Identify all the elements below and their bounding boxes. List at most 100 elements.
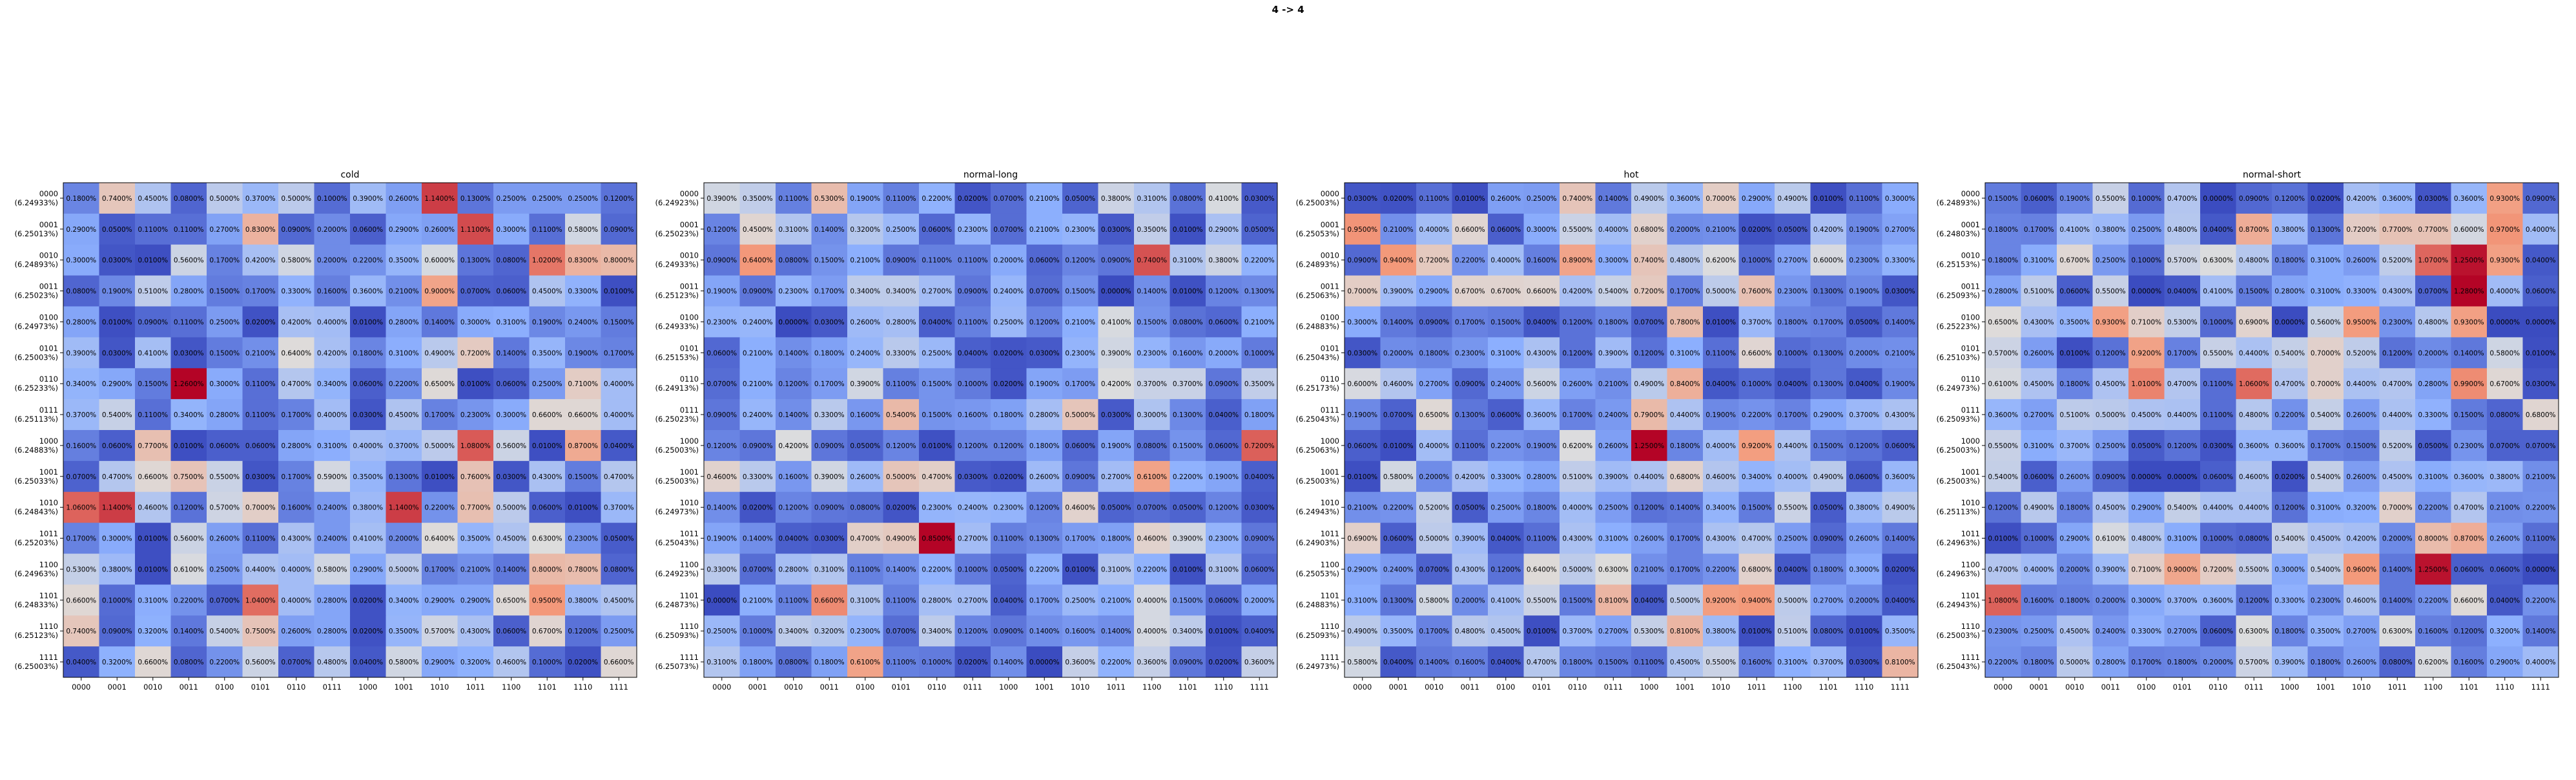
heatmap-cell [847, 460, 883, 493]
heatmap-cell [99, 584, 136, 616]
heatmap-cell [704, 306, 740, 338]
cell-value-label: 0.3700% [1562, 628, 1592, 635]
cell-value-label: 0.0900% [1419, 318, 1449, 326]
heatmap-cell [1703, 368, 1739, 400]
cell-value-label: 0.0600% [209, 442, 240, 450]
cell-value-label: 0.7200% [2203, 566, 2233, 573]
cell-value-label: 0.0400% [1244, 628, 1275, 635]
heatmap-cell [1595, 460, 1632, 493]
cell-value-label: 0.3100% [2167, 535, 2198, 543]
cell-value-label: 0.3800% [568, 597, 598, 604]
cell-value-label: 0.4900% [424, 349, 455, 357]
cell-value-label: 0.6400% [1527, 566, 1557, 573]
heatmap-cell [1595, 430, 1632, 462]
cell-value-label: 0.2000% [2096, 597, 2126, 604]
heatmap-cell [1380, 244, 1417, 276]
heatmap-cell [704, 584, 740, 616]
heatmap-cell [350, 244, 386, 276]
y-tick-label: 0011 [680, 282, 699, 291]
heatmap-cell [991, 306, 1027, 338]
x-tick-label: 0110 [1568, 682, 1587, 692]
heatmap-cell [278, 244, 314, 276]
heatmap-cell [811, 368, 848, 400]
cell-value-label: 0.4600% [138, 504, 168, 512]
y-tick-label: 0100 [1961, 313, 1980, 322]
cell-value-label: 0.0400% [353, 659, 383, 666]
heatmap-cell [1738, 399, 1775, 431]
cell-value-label: 0.2200% [922, 566, 952, 573]
heatmap-cell [63, 399, 99, 431]
cell-value-label: 0.4400% [2239, 504, 2269, 512]
cell-value-label: 0.5600% [174, 535, 204, 543]
heatmap-cell [847, 522, 883, 554]
heatmap-cell [1882, 337, 1919, 369]
cell-value-label: 0.1500% [2239, 288, 2269, 296]
cell-value-label: 0.2500% [2096, 442, 2126, 450]
cell-value-label: 0.3600% [1065, 659, 1095, 666]
cell-value-label: 0.3300% [2346, 288, 2376, 296]
cell-value-label: 0.2300% [2311, 597, 2341, 604]
cell-value-label: 0.3600% [2274, 442, 2305, 450]
cell-value-label: 0.6100% [1137, 473, 1167, 481]
cell-value-label: 0.2700% [922, 288, 952, 296]
cell-value-label: 0.1200% [778, 380, 809, 388]
cell-value-label: 0.0600% [496, 380, 526, 388]
heatmap-cell [278, 399, 314, 431]
cell-value-label: 0.0600% [706, 349, 737, 357]
cell-value-label: 0.5000% [1419, 535, 1449, 543]
heatmap-cell [991, 430, 1027, 462]
cell-value-label: 0.3100% [317, 442, 347, 450]
heatmap-cell [1631, 275, 1667, 307]
cell-value-label: 0.5100% [1777, 628, 1808, 635]
heatmap-cell [739, 522, 776, 554]
cell-value-label: 0.3600% [2203, 597, 2233, 604]
cell-value-label: 0.4200% [2346, 195, 2376, 203]
cell-value-label: 0.3900% [1383, 288, 1414, 296]
heatmap-cell [529, 615, 566, 647]
cell-value-label: 0.0900% [2239, 195, 2269, 203]
heatmap-cell [991, 615, 1027, 647]
cell-value-label: 0.0200% [993, 349, 1024, 357]
cell-value-label: 0.4500% [2024, 380, 2054, 388]
cell-value-label: 0.0700% [2526, 442, 2556, 450]
heatmap-cell [1206, 460, 1242, 493]
cell-value-label: 0.6600% [2454, 597, 2484, 604]
cell-value-label: 0.2200% [1244, 257, 1275, 265]
cell-value-label: 0.1500% [1562, 597, 1592, 604]
cell-value-label: 0.9300% [2489, 257, 2520, 265]
heatmap-cell [1667, 306, 1704, 338]
cell-value-label: 0.0500% [2131, 442, 2161, 450]
heatmap-cell [1846, 213, 1882, 245]
x-tick-label: 1010 [1071, 682, 1089, 692]
cell-value-label: 0.0700% [209, 597, 240, 604]
cell-value-label: 0.6600% [1455, 226, 1485, 234]
cell-value-label: 0.2200% [1490, 442, 1521, 450]
heatmap-cell [991, 244, 1027, 276]
heatmap-cell [1846, 430, 1882, 462]
heatmap-cell [1345, 430, 1381, 462]
heatmap-cell [1560, 337, 1596, 369]
cell-value-label: 0.3000% [2131, 597, 2161, 604]
heatmap-cell [278, 337, 314, 369]
cell-value-label: 0.9400% [1383, 257, 1414, 265]
heatmap-cell [991, 646, 1027, 678]
cell-value-label: 0.0000% [778, 318, 809, 326]
y-tick-label: 1110 [680, 622, 699, 631]
cell-value-label: 0.6900% [2239, 318, 2269, 326]
y-tick-label: 0010 [1961, 251, 1980, 260]
cell-value-label: 0.0300% [1347, 195, 1377, 203]
cell-value-label: 0.3900% [1598, 349, 1629, 357]
cell-value-label: 0.4700% [922, 473, 952, 481]
heatmap-cell [135, 244, 171, 276]
heatmap-cell [1241, 368, 1278, 400]
heatmap-cell [529, 183, 566, 214]
heatmap-cell [1452, 213, 1489, 245]
cell-value-label: 0.2000% [2059, 566, 2090, 573]
y-tick-sublabel: (6.25003%) [1937, 631, 1980, 640]
heatmap-cell [1206, 183, 1242, 214]
heatmap-cell [739, 646, 776, 678]
y-tick-label: 1111 [39, 653, 58, 662]
cell-value-label: 0.0700% [2418, 288, 2448, 296]
x-tick-label: 0011 [180, 682, 198, 692]
